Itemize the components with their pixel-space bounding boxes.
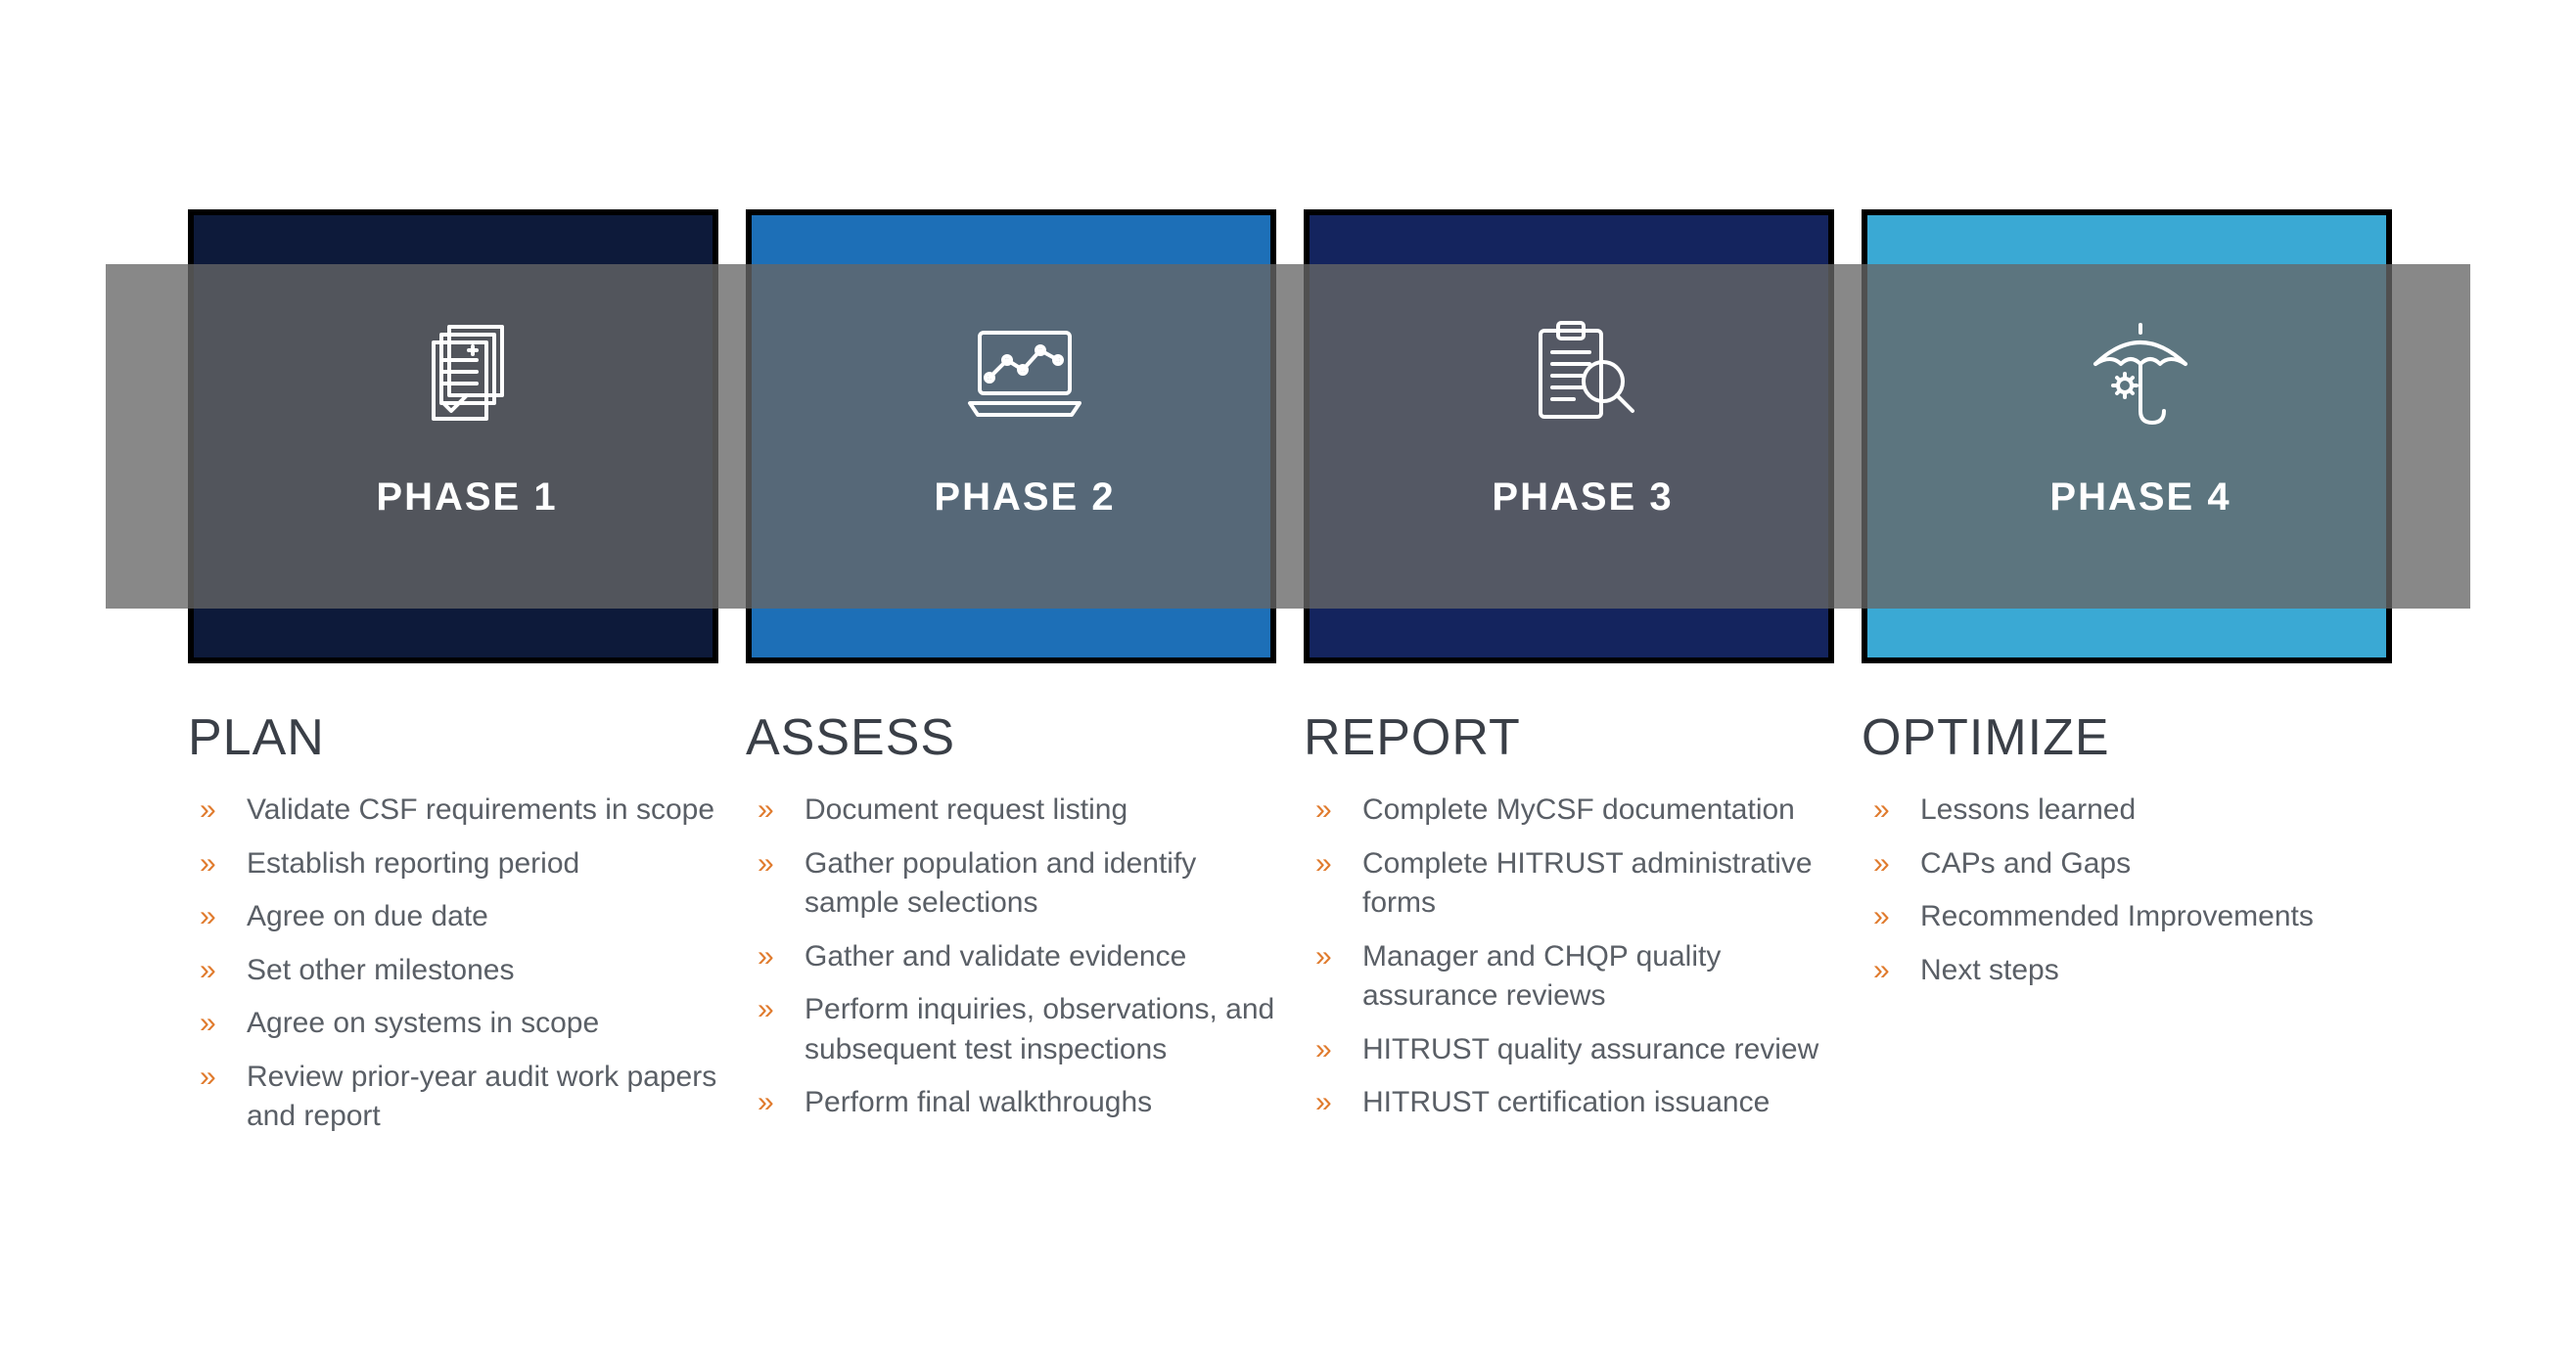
bullet-chevron-icon: »	[200, 1004, 216, 1044]
bullet-chevron-icon: »	[1315, 844, 1332, 884]
list-item-text: CAPs and Gaps	[1920, 847, 2131, 880]
bullet-chevron-icon: »	[1873, 897, 1890, 937]
bullet-chevron-icon: »	[758, 990, 774, 1030]
list-item: » Perform inquiries, observations, and su…	[758, 990, 1276, 1069]
list-item-text: Validate CSF requirements in scope	[247, 793, 714, 826]
section-title-assess: ASSESS	[746, 708, 1276, 767]
list-item: » Agree on systems in scope	[200, 1004, 718, 1044]
list-item: » Gather population and identify sample s…	[758, 844, 1276, 924]
bullet-chevron-icon: »	[1315, 791, 1332, 831]
list-item: » Next steps	[1873, 951, 2392, 991]
content-col-assess: ASSESS » Document request listing » Gather …	[746, 708, 1276, 1151]
content-col-report: REPORT » Complete MyCSF documentation » Com…	[1304, 708, 1834, 1151]
list-item: » Gather and validate evidence	[758, 937, 1276, 977]
bullet-chevron-icon: »	[1315, 1083, 1332, 1123]
content-row: PLAN » Validate CSF requirements in scope…	[188, 708, 2392, 1151]
list-item: » Complete HITRUST administrative forms	[1315, 844, 1834, 924]
clipboard-search-icon	[1514, 303, 1651, 440]
list-item: » Validate CSF requirements in scope	[200, 791, 718, 831]
list-item-text: Agree on due date	[247, 900, 488, 932]
list-item: » Review prior-year audit work papers and…	[200, 1058, 718, 1137]
bullet-chevron-icon: »	[1873, 844, 1890, 884]
content-col-optimize: OPTIMIZE »Lessons learned»CAPs and Gaps»…	[1862, 708, 2392, 1151]
bullet-list-plan: » Validate CSF requirements in scope » Esta…	[188, 791, 718, 1137]
bullet-chevron-icon: »	[200, 1058, 216, 1098]
overlay-cell-1: PHASE 1	[188, 264, 746, 609]
section-title-plan: PLAN	[188, 708, 718, 767]
list-item: » Lessons learned	[1873, 791, 2392, 831]
list-item-text: Set other milestones	[247, 954, 514, 986]
bullet-list-report: » Complete MyCSF documentation » Complete H…	[1304, 791, 1834, 1123]
bullet-list-optimize: » Lessons learned » CAPs and Gaps » Recommend…	[1862, 791, 2392, 990]
overlay-cell-2: PHASE 2	[746, 264, 1304, 609]
list-item: » Establish reporting period	[200, 844, 718, 884]
list-item: » Recommended Improvements	[1873, 897, 2392, 937]
bullet-chevron-icon: »	[1873, 791, 1890, 831]
overlay-cell-3: PHASE 3	[1304, 264, 1862, 609]
list-item: » HITRUST quality assurance review	[1315, 1030, 1834, 1070]
documents-icon	[398, 303, 535, 440]
bullet-chevron-icon: »	[758, 937, 774, 977]
umbrella-gear-icon	[2072, 303, 2209, 440]
list-item-text: Complete MyCSF documentation	[1362, 793, 1795, 826]
bullet-chevron-icon: »	[758, 791, 774, 831]
bullet-chevron-icon: »	[758, 844, 774, 884]
list-item-text: HITRUST certification issuance	[1362, 1086, 1770, 1118]
list-item: » HITRUST certification issuance	[1315, 1083, 1834, 1123]
section-title-optimize: OPTIMIZE	[1862, 708, 2392, 767]
phase-label-4: PHASE 4	[2049, 475, 2231, 520]
list-item-text: HITRUST quality assurance review	[1362, 1033, 1818, 1065]
bullet-chevron-icon: »	[200, 791, 216, 831]
list-item: » Manager and CHQP quality assurance revi…	[1315, 937, 1834, 1017]
list-item: » Agree on due date	[200, 897, 718, 937]
list-item-text: Recommended Improvements	[1920, 900, 2314, 932]
bullet-list-assess: » Document request listing » Gather populat…	[746, 791, 1276, 1123]
list-item: » Perform final walkthroughs	[758, 1083, 1276, 1123]
overlay-band: PHASE 1 PHASE 2	[106, 264, 2470, 609]
list-item-text: Complete HITRUST administrative forms	[1362, 847, 1813, 920]
bullet-chevron-icon: »	[200, 844, 216, 884]
content-col-plan: PLAN » Validate CSF requirements in scope…	[188, 708, 718, 1151]
list-item-text: Perform final walkthroughs	[805, 1086, 1152, 1118]
bullet-chevron-icon: »	[1873, 951, 1890, 991]
phase-label-3: PHASE 3	[1492, 475, 1673, 520]
laptop-chart-icon	[956, 303, 1093, 440]
diagram-canvas: PHASE 1 PHASE 2	[0, 0, 2576, 1358]
list-item-text: Gather population and identify sample se…	[805, 847, 1196, 920]
list-item: » Document request listing	[758, 791, 1276, 831]
bullet-chevron-icon: »	[200, 951, 216, 991]
list-item-text: Agree on systems in scope	[247, 1007, 599, 1039]
list-item: » Set other milestones	[200, 951, 718, 991]
list-item-text: Perform inquiries, observations, and sub…	[805, 993, 1274, 1065]
list-item: » Complete MyCSF documentation	[1315, 791, 1834, 831]
bullet-chevron-icon: »	[200, 897, 216, 937]
list-item-text: Document request listing	[805, 793, 1127, 826]
list-item-text: Manager and CHQP quality assurance revie…	[1362, 940, 1721, 1013]
bullet-chevron-icon: »	[758, 1083, 774, 1123]
bullet-chevron-icon: »	[1315, 937, 1332, 977]
phase-label-1: PHASE 1	[376, 475, 557, 520]
bullet-chevron-icon: »	[1315, 1030, 1332, 1070]
phase-label-2: PHASE 2	[934, 475, 1115, 520]
overlay-cell-4: PHASE 4	[1862, 264, 2419, 609]
section-title-report: REPORT	[1304, 708, 1834, 767]
list-item-text: Gather and validate evidence	[805, 940, 1186, 973]
list-item-text: Review prior-year audit work papers and …	[247, 1061, 716, 1133]
list-item-text: Lessons learned	[1920, 793, 2136, 826]
list-item-text: Next steps	[1920, 954, 2059, 986]
list-item: » CAPs and Gaps	[1873, 844, 2392, 884]
list-item-text: Establish reporting period	[247, 847, 579, 880]
